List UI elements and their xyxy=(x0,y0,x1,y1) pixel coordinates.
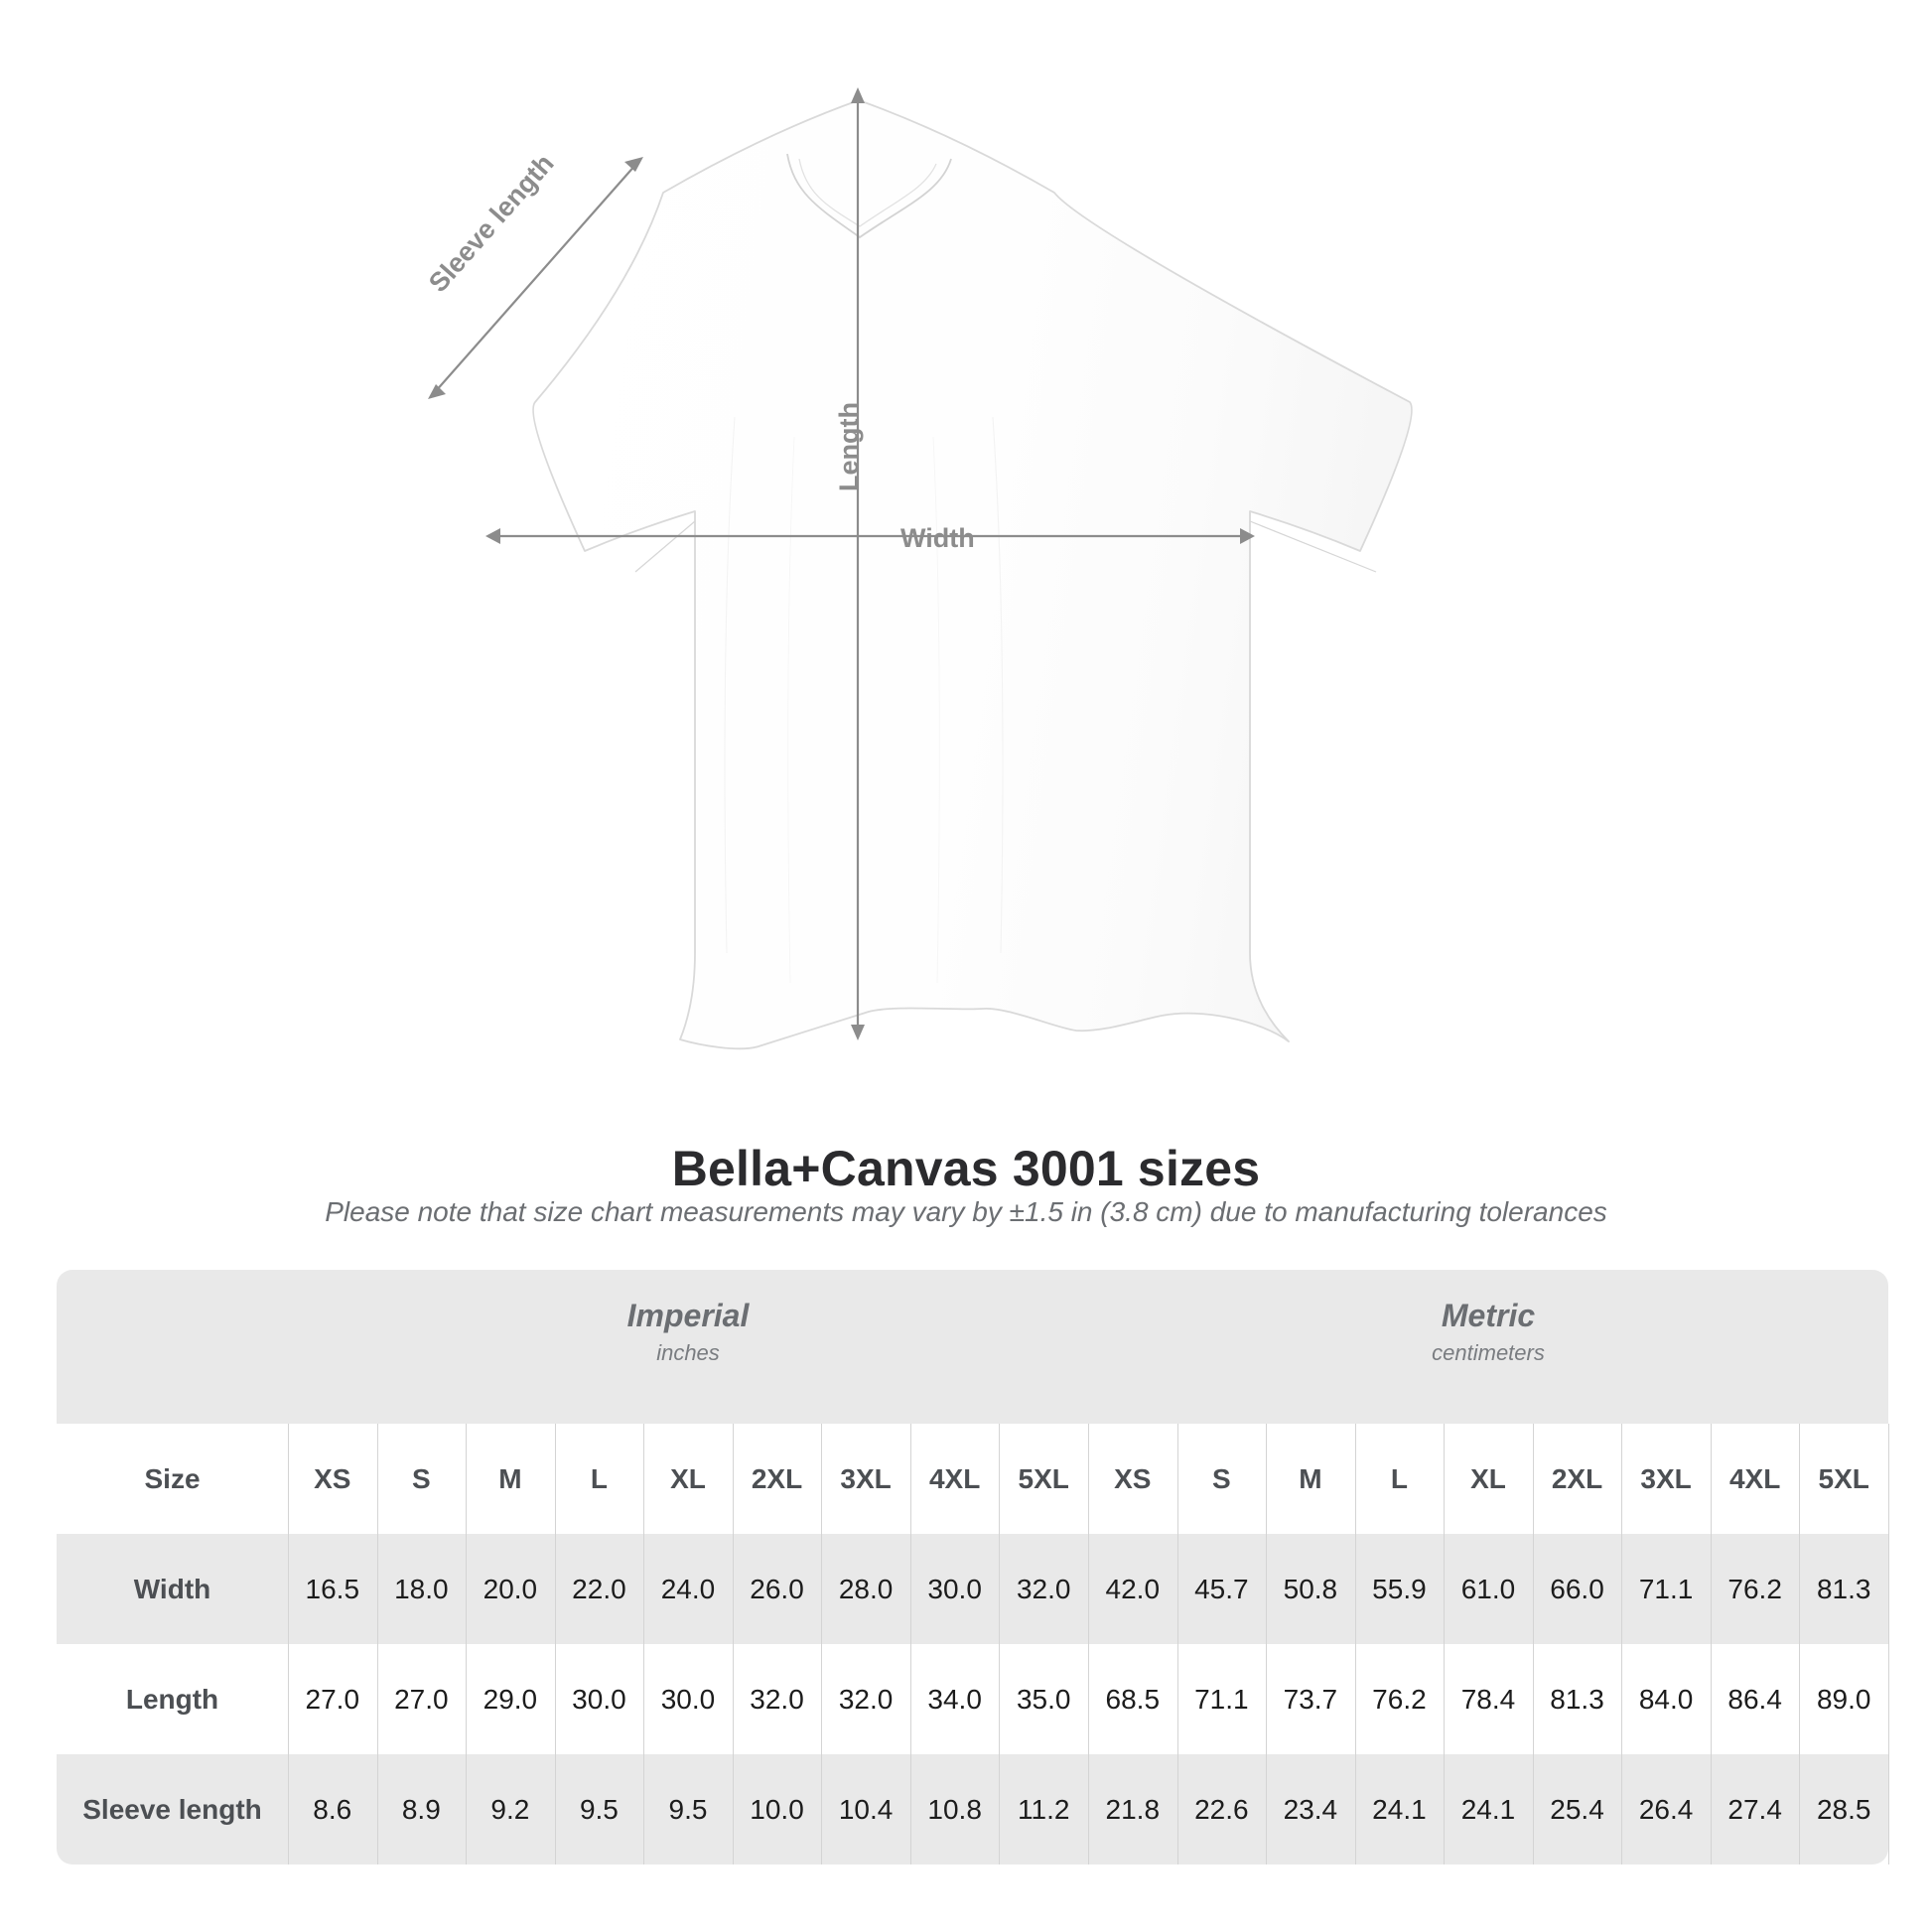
svg-text:Width: Width xyxy=(900,523,975,553)
svg-text:Length: Length xyxy=(834,402,864,491)
